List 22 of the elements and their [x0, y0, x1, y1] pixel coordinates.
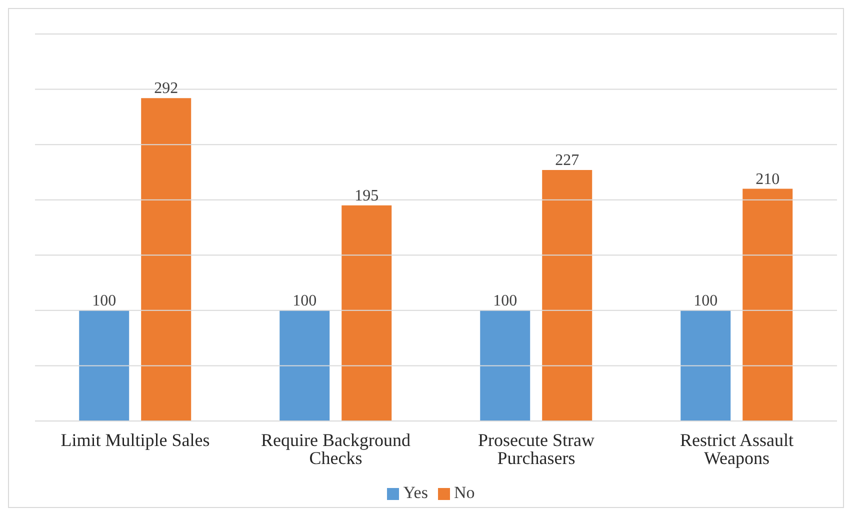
bar — [141, 98, 192, 421]
x-tick-label: Prosecute Straw Purchasers — [478, 430, 594, 468]
x-tick-label: Require Background Checks — [261, 430, 410, 468]
bar — [280, 310, 330, 421]
bar — [542, 170, 592, 421]
legend-label: Yes — [403, 483, 428, 502]
legend-label: No — [454, 483, 475, 502]
data-label: 100 — [694, 292, 718, 310]
data-label: 292 — [154, 80, 178, 98]
data-label: 210 — [756, 170, 780, 188]
data-label: 100 — [292, 292, 317, 310]
bar — [79, 310, 130, 421]
x-tick-label: Limit Multiple Sales — [60, 430, 210, 450]
data-label: 100 — [92, 292, 116, 310]
bar — [680, 310, 731, 421]
data-label: 227 — [555, 152, 580, 170]
bar — [342, 205, 392, 421]
x-tick-label: Restrict Assault Weapons — [680, 430, 794, 468]
data-label: 195 — [354, 187, 379, 204]
bar — [480, 310, 530, 421]
data-label: 100 — [493, 292, 518, 310]
bar — [742, 188, 793, 421]
